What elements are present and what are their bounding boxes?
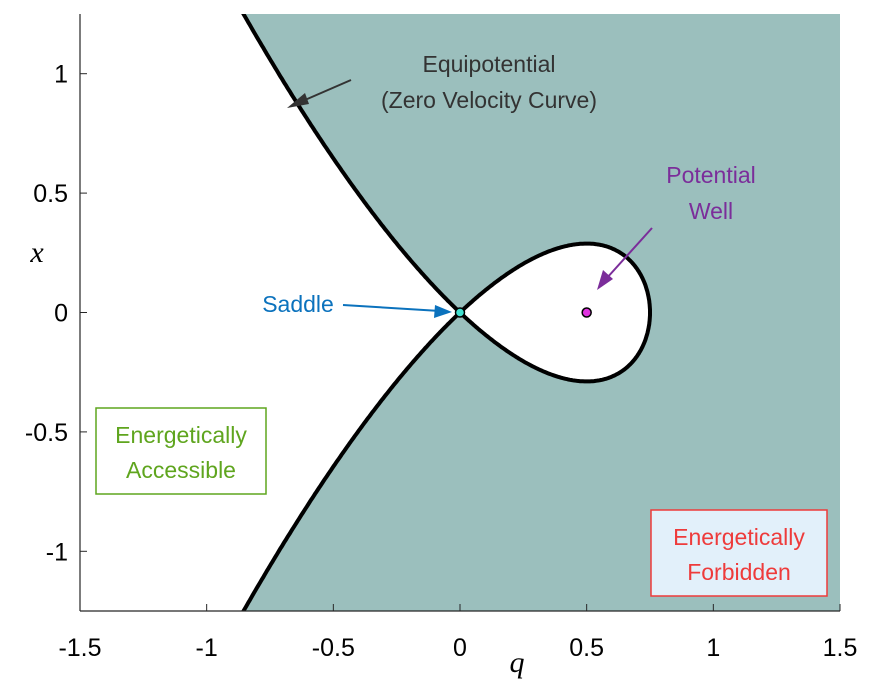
potential-well-point: [581, 307, 592, 318]
x-axis-label: q: [510, 646, 525, 679]
x-ticks: -1.5 -1 -0.5 0 0.5 1 1.5: [58, 604, 857, 662]
equipotential-annotation: Equipotential (Zero Velocity Curve): [287, 51, 597, 113]
equipotential-label-line1: Equipotential: [423, 51, 556, 77]
points: [454, 307, 592, 318]
accessible-label-line1: Energetically: [115, 422, 247, 448]
forbidden-label-line2: Forbidden: [687, 559, 791, 585]
saddle-arrow: [342, 304, 441, 312]
x-tick-label: -1.5: [58, 634, 101, 662]
x-tick-label: 0: [453, 634, 467, 662]
x-tick-label: 0.5: [569, 634, 604, 662]
potential-well-annotation: Potential Well: [597, 162, 756, 290]
x-tick-label: -1: [196, 634, 218, 662]
saddle-arrowhead: [434, 305, 452, 318]
y-tick-label: -0.5: [25, 419, 68, 447]
y-ticks: -1 -0.5 0 0.5 1: [25, 61, 87, 566]
x-tick-label: -0.5: [312, 634, 355, 662]
potential-well-label-line2: Well: [689, 198, 733, 224]
forbidden-label-line1: Energetically: [673, 524, 805, 550]
equipotential-label-line2: (Zero Velocity Curve): [381, 87, 597, 113]
accessible-box: Energetically Accessible: [95, 407, 267, 495]
x-tick-label: 1.5: [823, 634, 858, 662]
y-tick-label: -1: [46, 538, 68, 566]
accessible-box-frame: [95, 407, 267, 495]
y-axis-label: x: [29, 236, 44, 269]
forbidden-box-frame: [650, 509, 828, 597]
potential-well-label-line1: Potential: [666, 162, 756, 188]
potential-well-arrowhead: [597, 270, 613, 290]
equipotential-curve-loop: [457, 241, 652, 384]
potential-well-arrow: [605, 227, 653, 280]
x-tick-label: 1: [706, 634, 720, 662]
y-tick-label: 0: [54, 300, 68, 328]
saddle-annotation: Saddle: [262, 291, 452, 318]
equipotential-arrowhead: [287, 93, 309, 108]
forbidden-box: Energetically Forbidden: [650, 509, 828, 597]
saddle-point: [454, 307, 466, 318]
saddle-label: Saddle: [262, 291, 334, 317]
accessible-label-line2: Accessible: [126, 457, 236, 483]
y-tick-label: 0.5: [33, 180, 68, 208]
y-tick-label: 1: [54, 61, 68, 89]
